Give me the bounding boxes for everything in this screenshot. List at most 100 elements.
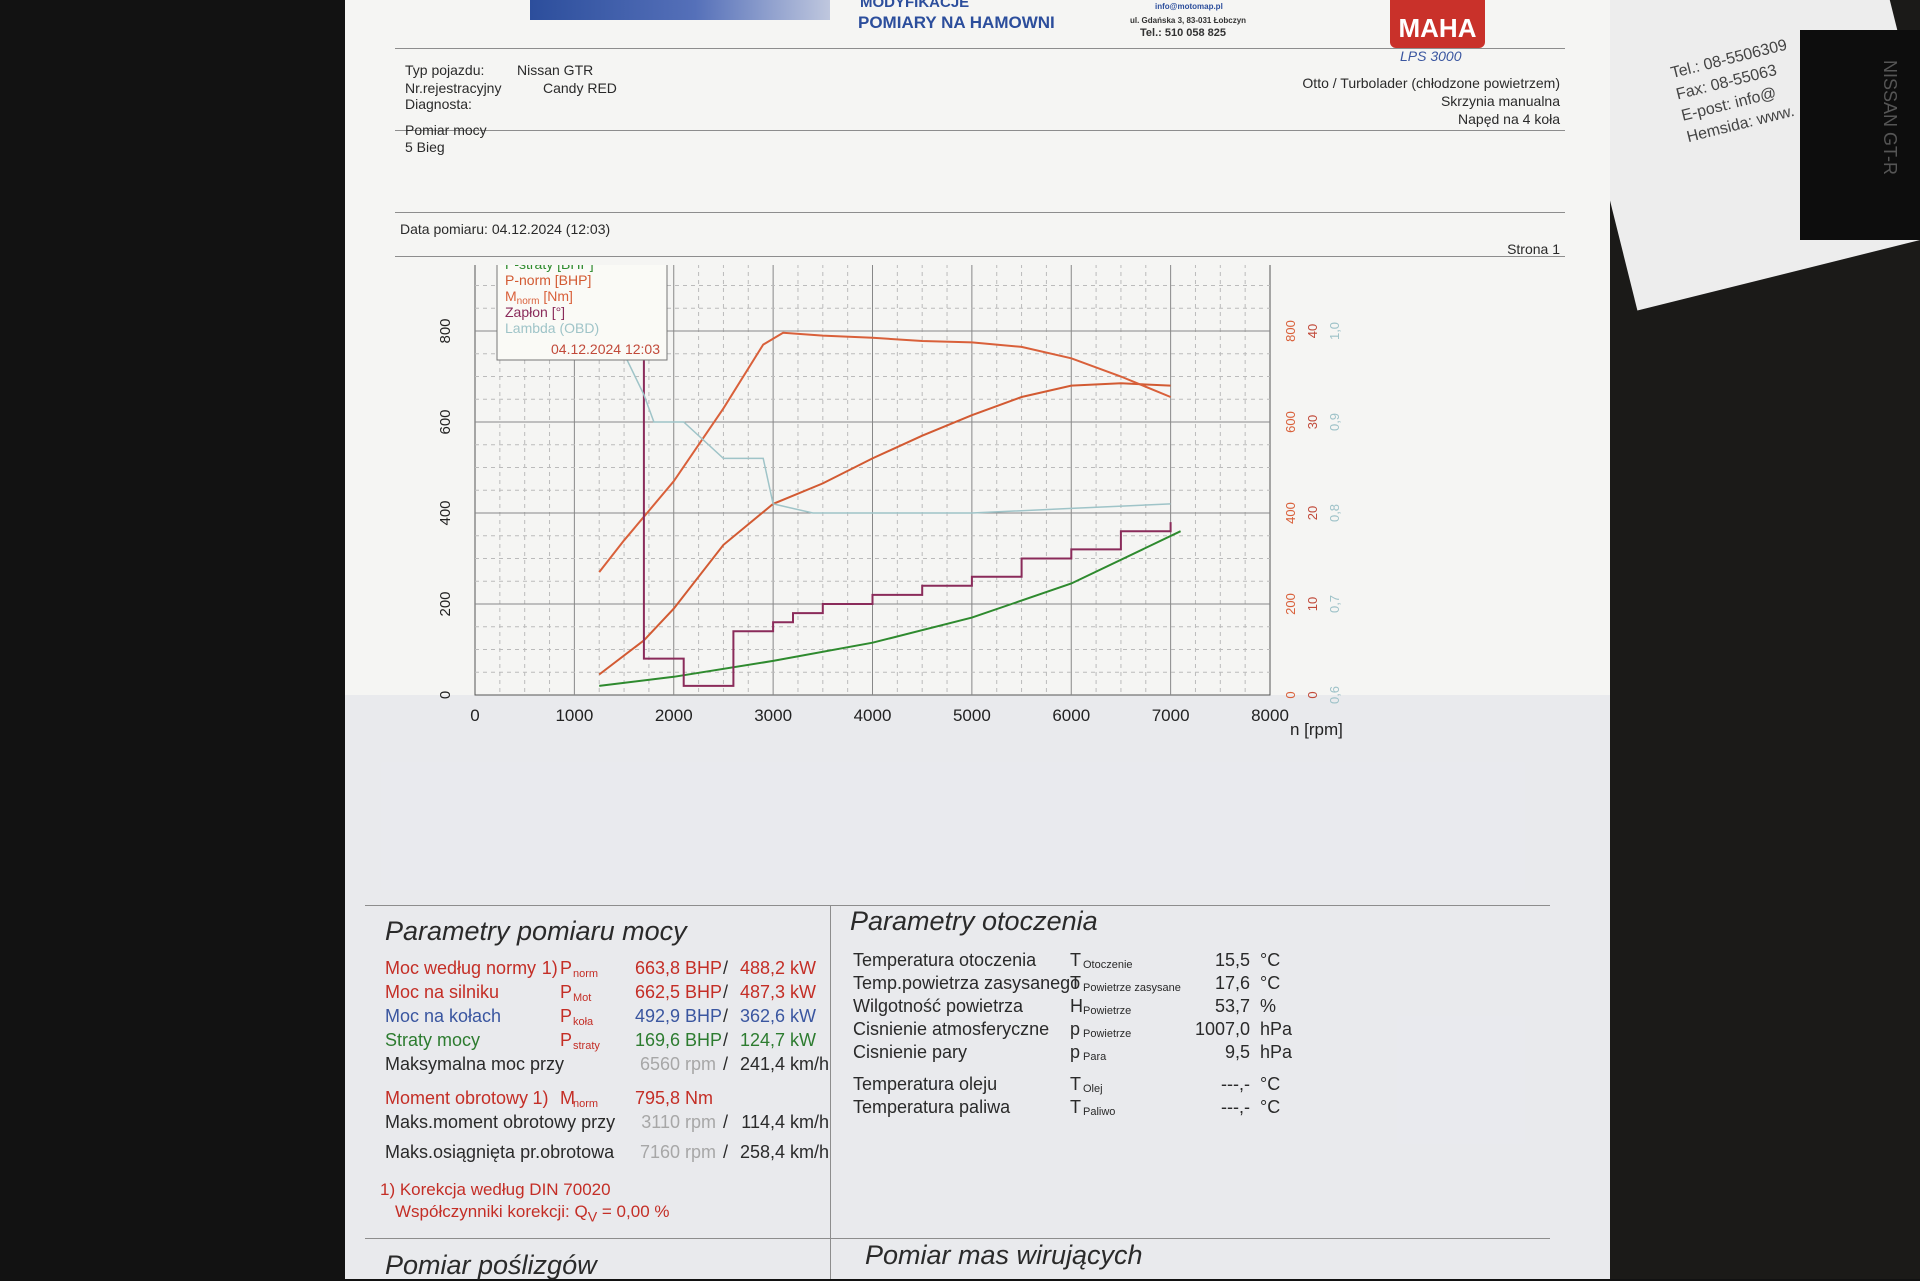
drive-type: Napęd na 4 koła — [1458, 111, 1560, 127]
y-tick-label: 600 — [437, 409, 454, 434]
env-row-unit: hPa — [1260, 1042, 1293, 1062]
right-tick-lambda: 0,6 — [1327, 686, 1342, 704]
power-row-separator: / — [723, 1112, 729, 1132]
legend-entry-part: Zapłon [°] — [505, 304, 565, 320]
paper-fold-shade — [345, 695, 1610, 1279]
vehicle-reg-value: Candy RED — [543, 80, 617, 96]
divider — [395, 212, 1565, 213]
x-tick-label: 2000 — [655, 706, 693, 725]
power-row-value-2: 258,4 — [739, 1142, 785, 1162]
power-row-label: Moc na silniku — [385, 982, 500, 1002]
divider — [365, 905, 1550, 906]
power-row-separator: / — [723, 1006, 729, 1026]
y-tick-label: 200 — [437, 591, 454, 616]
legend-entry-part: Lambda (OBD) — [505, 320, 599, 336]
env-row-symbol: T — [1070, 1097, 1081, 1117]
maha-logo: MAHA — [1390, 0, 1485, 48]
x-tick-label: 1000 — [555, 706, 593, 725]
legend-entry-part: norm — [517, 296, 540, 307]
power-row-value: 7160 — [639, 1142, 680, 1162]
power-row-value: 662,5 — [634, 982, 680, 1002]
env-row-label: Cisnienie atmosferyczne — [853, 1019, 1050, 1039]
env-row-value: 53,7 — [1214, 996, 1250, 1016]
right-tick-lambda: 0,9 — [1327, 413, 1342, 431]
legend-entry: Zapłon [°] — [505, 304, 565, 320]
env-row-label: Cisnienie pary — [853, 1042, 968, 1062]
env-row-symbol-sub: Powietrze — [1083, 1005, 1132, 1017]
power-row-symbol-sub: Mot — [573, 992, 592, 1004]
power-row-note: 1) — [532, 1088, 549, 1108]
power-row-label: Moc według normy — [385, 958, 537, 978]
env-row-unit: °C — [1260, 1074, 1281, 1094]
legend-entry-part: P-straty [BHP] — [505, 265, 594, 272]
chart-lines — [598, 312, 1182, 687]
env-row-symbol-sub: Otoczenie — [1083, 959, 1133, 971]
env-row-symbol-sub: Powietrze — [1083, 1028, 1132, 1040]
env-row-label: Temp.powietrza zasysanego — [853, 973, 1081, 993]
power-row-unit-2: kW — [790, 1006, 816, 1026]
power-row-separator: / — [723, 1030, 729, 1050]
power-row-value: 6560 — [639, 1054, 680, 1074]
right-tick-torque: 200 — [1283, 593, 1298, 615]
x-tick-label: 0 — [470, 706, 479, 725]
power-row-label: Maks.moment obrotowy przy — [385, 1112, 616, 1132]
env-row-value: ---,- — [1221, 1074, 1250, 1094]
engine-type: Otto / Turbolader (chłodzone powietrzem) — [1302, 75, 1560, 91]
env-params-title: Parametry otoczenia — [850, 906, 1098, 936]
power-row-value: 663,8 — [634, 958, 680, 978]
power-row-label: Straty mocy — [385, 1030, 481, 1050]
header-phone: Tel.: 510 058 825 — [1140, 27, 1227, 39]
x-tick-label: 5000 — [953, 706, 991, 725]
power-row-unit: BHP — [685, 1030, 723, 1050]
rotating-mass-title: Pomiar mas wirujących — [865, 1240, 1143, 1270]
maha-model: LPS 3000 — [1400, 48, 1462, 64]
power-row-separator: / — [723, 1054, 729, 1074]
env-row-value: 15,5 — [1214, 950, 1250, 970]
legend-entry-part: P-norm [BHP] — [505, 272, 591, 288]
env-row-symbol: p — [1070, 1042, 1081, 1062]
legend-entry: Mnorm [Nm] — [505, 288, 573, 307]
right-tick-torque: 0 — [1283, 691, 1298, 698]
right-tick-torque: 600 — [1283, 411, 1298, 433]
power-row-value-2: 487,3 — [739, 982, 785, 1002]
power-row-label: Moc na kołach — [385, 1006, 502, 1026]
env-row-symbol: T — [1070, 973, 1081, 993]
right-tick-ignition: 0 — [1305, 691, 1320, 698]
right-tick-ignition: 40 — [1305, 324, 1320, 338]
correction-factor-label: Współczynniki korekcji: Q — [395, 1202, 588, 1221]
power-row-value: 169,6 — [634, 1030, 680, 1050]
env-row-value: 1007,0 — [1194, 1019, 1250, 1039]
legend-entry: Lambda (OBD) — [505, 320, 599, 336]
power-row-value-2: 488,2 — [739, 958, 785, 978]
env-row-symbol: T — [1070, 950, 1081, 970]
dyno-report-sheet: MODYFIKACJE POMIARY NA HAMOWNI info@moto… — [345, 0, 1610, 1280]
gear: 5 Bieg — [405, 139, 445, 155]
env-row-unit: °C — [1260, 1097, 1281, 1117]
legend-entry-part: [Nm] — [539, 288, 572, 304]
vehicle-reg-label: Nr.rejestracyjny — [405, 80, 502, 96]
x-tick-label: 8000 — [1251, 706, 1289, 725]
power-row-unit: BHP — [685, 958, 723, 978]
series-line-pnorm — [598, 382, 1171, 676]
diagnostician-label: Diagnosta: — [405, 96, 472, 112]
right-tick-ignition: 10 — [1305, 597, 1320, 611]
power-row-symbol: P — [560, 982, 573, 1002]
right-tick-torque: 400 — [1283, 502, 1298, 524]
power-row-unit-2: kW — [790, 1030, 816, 1050]
power-row-value-2: 124,7 — [739, 1030, 785, 1050]
power-row-unit-2: km/h — [790, 1054, 830, 1074]
power-row-separator: / — [723, 958, 729, 978]
power-row-symbol-sub: norm — [573, 968, 599, 980]
correction-factor: Współczynniki korekcji: QV = 0,00 % — [395, 1202, 669, 1225]
env-row-label: Temperatura paliwa — [853, 1097, 1011, 1117]
power-row-symbol-sub: straty — [573, 1040, 600, 1052]
series-line-straty — [599, 530, 1182, 687]
x-tick-label: 4000 — [854, 706, 892, 725]
right-tick-ignition: 20 — [1305, 506, 1320, 520]
product-box: NISSAN GT-R — [1800, 30, 1920, 240]
env-row-symbol-sub: Olej — [1083, 1083, 1103, 1095]
power-params-title: Parametry pomiaru mocy — [385, 916, 687, 946]
env-row-value: 17,6 — [1214, 973, 1250, 993]
power-row-unit-2: km/h — [790, 1112, 830, 1132]
